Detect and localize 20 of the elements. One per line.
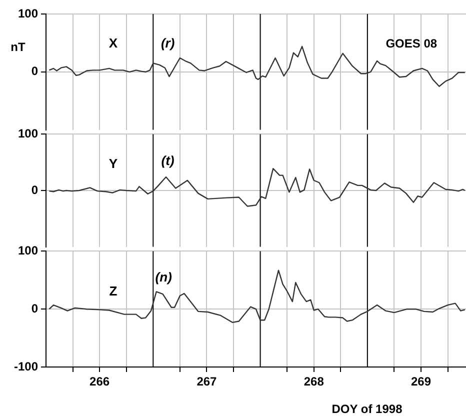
series-label: Z	[109, 283, 118, 298]
x-tick-label: 268	[304, 374, 324, 389]
annotation: (n)	[155, 269, 172, 284]
y-tick-label: 100	[18, 244, 38, 258]
y-tick-label: -100	[14, 359, 38, 374]
annotation: GOES 08	[386, 36, 438, 50]
y-tick-label: 0	[31, 301, 38, 316]
x-tick-label: 267	[196, 374, 218, 389]
annotation: (r)	[160, 36, 175, 51]
x-tick-label: 266	[90, 374, 110, 389]
y-tick-label: 100	[18, 126, 38, 141]
x-tick-label: 269	[410, 374, 432, 389]
y-tick-label: 0	[31, 64, 38, 78]
y-tick-label: 100	[18, 6, 38, 20]
y-axis-title: nT	[10, 40, 26, 54]
x-axis-title: DOY of 1998	[332, 402, 403, 416]
y-tick-label: 0	[31, 182, 38, 197]
series-label: Y	[108, 156, 118, 172]
series-label: X	[108, 36, 118, 51]
annotation: (t)	[161, 152, 174, 168]
